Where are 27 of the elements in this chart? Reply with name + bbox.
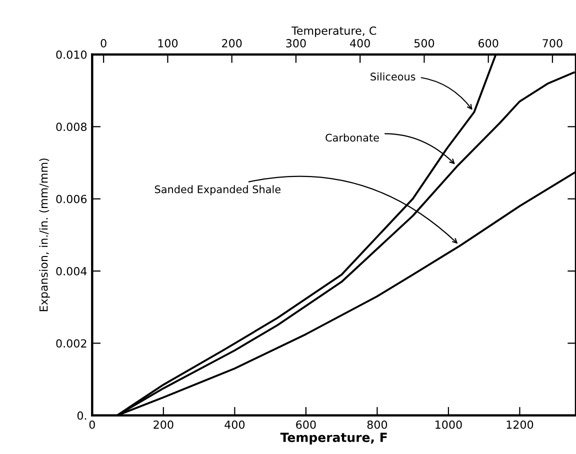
x-tick-label: 1000 (436, 420, 462, 429)
annotation: Siliceous (370, 72, 416, 81)
annotation: Sanded Expanded Shale (154, 185, 280, 196)
x2-tick-label: 700 (542, 39, 562, 48)
x-tick-label: 1200 (506, 420, 534, 429)
x2-tick-label: 300 (286, 39, 306, 48)
x-tick-label: 200 (154, 420, 174, 429)
x2-tick-label: 500 (414, 39, 434, 48)
x2-tick-label: 0 (100, 39, 106, 48)
y-tick-label: 0.004 (56, 267, 87, 276)
x2-axis-title: Temperature, C (291, 26, 376, 38)
x-tick-label: 400 (224, 420, 245, 429)
x-tick-label: 0 (89, 420, 95, 429)
y-tick-label: 0.010 (56, 50, 87, 59)
x2-tick-label: 400 (350, 39, 370, 48)
x2-tick-label: 200 (222, 39, 242, 48)
annotation: Carbonate (326, 134, 379, 142)
x-axis-title: Temperature, F (280, 432, 387, 445)
y-tick-label: 0. (77, 411, 86, 420)
x2-tick-label: 100 (158, 39, 178, 48)
y-tick-label: 0.002 (56, 339, 86, 348)
x2-tick-label: 600 (478, 39, 498, 48)
x-tick-label: 600 (296, 420, 316, 429)
x-tick-label: 800 (367, 420, 388, 429)
y-tick-label: 0.006 (56, 194, 87, 204)
y-axis-title: Expansion, in./in. (mm/mm) (39, 158, 50, 312)
y-tick-label: 0.008 (56, 122, 87, 132)
